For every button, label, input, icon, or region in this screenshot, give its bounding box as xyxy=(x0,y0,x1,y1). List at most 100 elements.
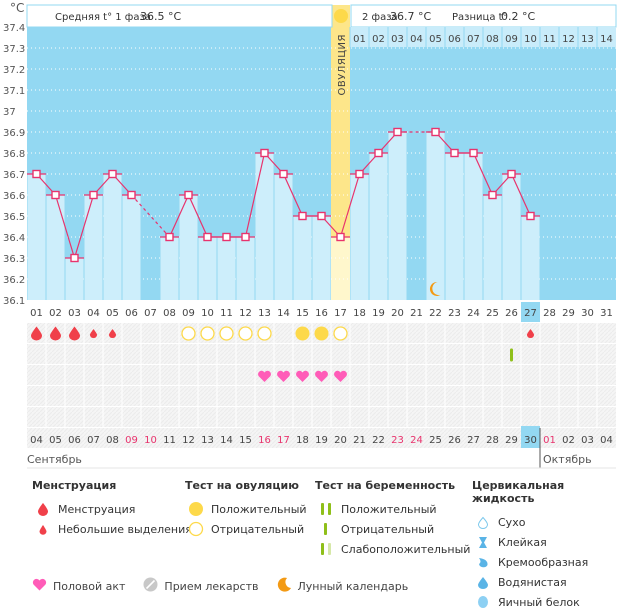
temperature-bar xyxy=(426,132,445,300)
pill-icon xyxy=(143,577,164,595)
temperature-bar xyxy=(502,174,521,300)
cycle-day-label: 21 xyxy=(410,308,423,319)
luteal-day-number: 10 xyxy=(524,34,537,45)
legend-item: Лунный календарь xyxy=(277,577,408,595)
calendar-date: 14 xyxy=(220,435,233,446)
temperature-point xyxy=(108,169,117,179)
positive-circle-icon xyxy=(185,501,207,517)
temperature-bar xyxy=(27,174,46,300)
month-label: Сентябрь xyxy=(27,453,82,466)
luteal-day-cell xyxy=(521,27,540,47)
calendar-date: 22 xyxy=(372,435,385,446)
temperature-bar xyxy=(103,174,122,300)
cycle-day-label: 19 xyxy=(372,308,385,319)
cycle-day-label: 28 xyxy=(543,308,556,319)
y-tick-label: 37.4 xyxy=(3,23,25,34)
temperature-bar xyxy=(350,174,369,300)
y-tick-label: 36.1 xyxy=(3,296,25,307)
sun-icon xyxy=(334,9,348,23)
luteal-day-cell xyxy=(502,27,521,47)
one-line-icon xyxy=(315,523,337,535)
temperature-bar xyxy=(312,216,331,300)
calendar-date: 30 xyxy=(524,435,537,446)
weekend-date: 09 xyxy=(125,435,138,446)
legend-item: Яичный белок xyxy=(472,592,626,612)
luteal-day-number: 06 xyxy=(448,34,461,45)
cycle-day-label: 13 xyxy=(258,308,271,319)
cycle-day-label: 17 xyxy=(334,308,347,319)
today-date-highlight xyxy=(521,426,540,448)
weekend-date: 24 xyxy=(410,435,423,446)
luteal-day-number: 02 xyxy=(372,34,385,45)
legend-item: Сухо xyxy=(472,512,626,532)
month-label: Октябрь xyxy=(543,453,592,466)
cycle-day-label: 14 xyxy=(277,308,290,319)
temperature-point xyxy=(469,148,478,158)
watery-icon xyxy=(472,576,494,589)
weekend-date: 10 xyxy=(144,435,157,446)
cycle-day-label: 16 xyxy=(315,308,328,319)
temperature-bar xyxy=(464,153,483,300)
small-drop-icon xyxy=(526,328,535,339)
temperature-point xyxy=(336,232,345,242)
calendar-date: 11 xyxy=(163,435,176,446)
cycle-day-label: 23 xyxy=(448,308,461,319)
temperature-bar xyxy=(293,216,312,300)
small-drop-icon xyxy=(32,523,54,535)
temperature-point xyxy=(298,211,307,221)
weekend-date: 17 xyxy=(277,435,290,446)
y-tick-label: 36.5 xyxy=(3,212,25,223)
luteal-day-cell xyxy=(540,27,559,47)
cycle-day-label: 10 xyxy=(201,308,214,319)
legend-item: Половой акт xyxy=(32,577,125,595)
temperature-point xyxy=(51,190,60,200)
calendar-date: 27 xyxy=(467,435,480,446)
temperature-line-segment xyxy=(339,173,361,238)
diff-label: Разница t° xyxy=(452,12,508,23)
legend-ovulation-test: Тест на овуляцию Положительный Отрицател… xyxy=(185,479,307,539)
temperature-bar xyxy=(217,237,236,300)
phase2-label: 2 фаза xyxy=(362,12,398,23)
temperature-bar xyxy=(369,153,388,300)
luteal-day-number: 07 xyxy=(467,34,480,45)
two-lines-icon xyxy=(315,503,337,515)
marker-row xyxy=(27,407,616,427)
legend-item: Положительный xyxy=(315,499,470,519)
cycle-day-label: 20 xyxy=(391,308,404,319)
cycle-day-label: 29 xyxy=(562,308,575,319)
cycle-day-label: 26 xyxy=(505,308,518,319)
temperature-point xyxy=(279,169,288,179)
diff-value: 0.2 °C xyxy=(501,10,535,23)
temperature-point xyxy=(317,211,326,221)
temperature-point xyxy=(526,211,535,221)
negative-ovulation-test-icon xyxy=(219,326,234,341)
temperature-line-segment xyxy=(282,173,304,217)
temperature-line-segment xyxy=(168,194,190,238)
calendar-date: 19 xyxy=(315,435,328,446)
ovulation-bar xyxy=(331,237,350,300)
negative-ovulation-test-icon xyxy=(333,326,348,341)
luteal-day-cell xyxy=(388,27,407,47)
calendar-date: 05 xyxy=(49,435,62,446)
cycle-day-label: 18 xyxy=(353,308,366,319)
legend-item: Прием лекарств xyxy=(143,577,259,595)
y-tick-label: 37.3 xyxy=(3,44,25,55)
cycle-day-label: 27 xyxy=(524,308,537,319)
luteal-day-number: 05 xyxy=(429,34,442,45)
calendar-date: 29 xyxy=(505,435,518,446)
calendar-date: 21 xyxy=(353,435,366,446)
temperature-bar xyxy=(46,195,65,300)
legend-title: Тест на беременность xyxy=(315,479,456,492)
calendar-date: 06 xyxy=(68,435,81,446)
luteal-day-cell xyxy=(464,27,483,47)
marker-row xyxy=(27,386,616,406)
y-tick-label: 36.9 xyxy=(3,128,25,139)
temperature-bar xyxy=(483,195,502,300)
y-tick-label: 36.2 xyxy=(3,275,25,286)
temperature-bar xyxy=(198,237,217,300)
temperature-point xyxy=(355,169,364,179)
temperature-point xyxy=(507,169,516,179)
blood-drop-icon xyxy=(69,326,80,341)
negative-ovulation-test-icon xyxy=(238,326,253,341)
temperature-bar xyxy=(84,195,103,300)
